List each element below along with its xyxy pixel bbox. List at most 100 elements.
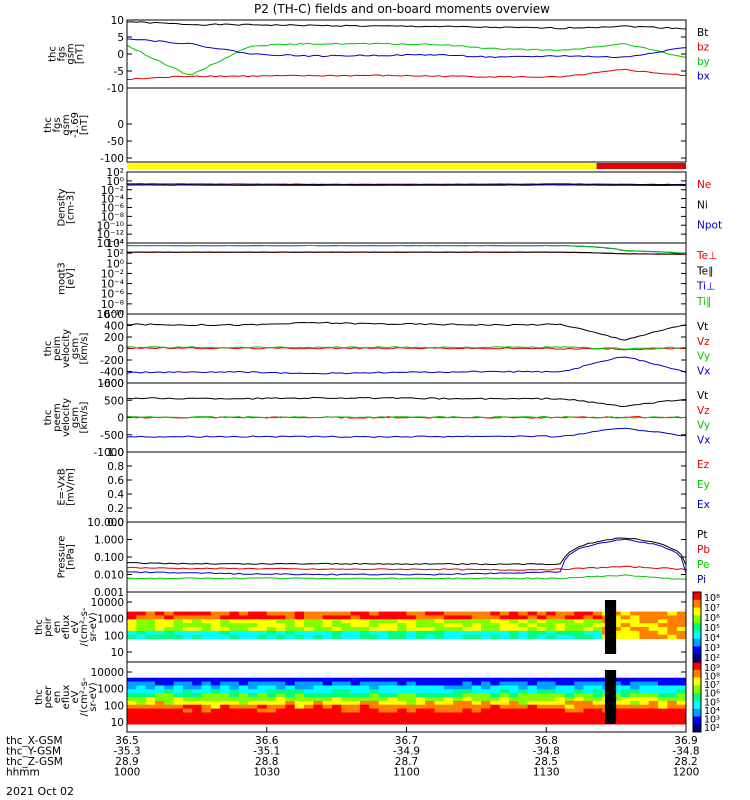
y-tick-label: -600 — [100, 378, 124, 390]
heatmap-cell — [322, 619, 333, 624]
heatmap-cell — [266, 634, 277, 640]
y-tick-label: 10⁻² — [101, 185, 124, 197]
heatmap-cell — [350, 689, 361, 694]
heatmap-cell — [210, 704, 221, 710]
heatmap-cell — [294, 623, 305, 628]
heatmap-cell — [238, 720, 249, 725]
heatmap-cell — [620, 623, 631, 628]
heatmap-cell — [518, 611, 529, 616]
heatmap-cell — [331, 681, 342, 686]
legend-Te⊥: Te⊥ — [696, 250, 717, 262]
heatmap-cell — [583, 716, 594, 721]
heatmap-cell — [313, 700, 324, 706]
heatmap-cell — [648, 623, 659, 628]
heatmap-cell — [173, 712, 184, 717]
heatmap-cell — [508, 611, 519, 616]
heatmap-cell — [592, 704, 603, 710]
heatmap-cell — [499, 689, 510, 694]
heatmap-cell — [369, 697, 380, 702]
heatmap-cell — [583, 627, 594, 632]
heatmap-cell — [322, 627, 333, 632]
heatmap-cell — [434, 693, 445, 698]
heatmap-cell — [397, 708, 407, 713]
heatmap-cell — [453, 685, 463, 690]
panel-pressure: 10.000 1.000 0.100 0.010 0.001 Pressure[nPa] P… — [57, 517, 711, 599]
heatmap-cell — [658, 697, 668, 702]
heatmap-cell — [210, 611, 221, 616]
heatmap-cell — [229, 689, 240, 694]
heatmap-cell — [397, 716, 407, 721]
heatmap-cell — [527, 619, 538, 624]
heatmap-cell — [415, 700, 426, 706]
heatmap-cell — [210, 634, 221, 640]
heatmap-cell — [285, 720, 296, 725]
heatmap-cell — [555, 704, 566, 710]
heatmap-cell — [331, 700, 342, 706]
y-tick-label: 10⁻¹² — [97, 229, 124, 241]
heatmap-cell — [164, 681, 175, 686]
orbit-labels: thc_X-GSM 36.5 36.6 36.7 36.8 36.9 thc_Y-GSM -3… — [6, 735, 700, 779]
heatmap-cell — [257, 623, 268, 628]
heatmap-cell — [173, 685, 184, 690]
heatmap-cell — [527, 623, 538, 628]
heatmap-cell — [145, 611, 156, 616]
heatmap-cell — [127, 708, 137, 713]
heatmap-cell — [154, 677, 165, 683]
orbit-row-label: thc_Z-GSM — [6, 756, 63, 768]
heatmap-cell — [555, 611, 566, 616]
heatmap-cell — [294, 708, 305, 713]
heatmap-cell — [425, 677, 435, 683]
heatmap-cell — [201, 615, 212, 620]
heatmap-cell — [667, 623, 678, 628]
heatmap-cell — [518, 627, 529, 632]
heatmap-cell — [667, 681, 678, 686]
heatmap-cell — [341, 697, 352, 702]
heatmap-cell — [341, 623, 352, 628]
heatmap-cell — [313, 630, 324, 636]
heatmap-cell — [546, 630, 557, 636]
heatmap-cell — [173, 611, 184, 616]
colorbar-tick: 10³ — [704, 643, 720, 654]
series-line-Ti∥ — [127, 244, 687, 254]
legend-Vz: Vz — [697, 336, 710, 348]
heatmap-cell — [164, 630, 175, 636]
heatmap-cell — [397, 685, 407, 690]
panel-frame — [126, 171, 687, 244]
heatmap-cell — [555, 627, 566, 632]
heatmap-cell — [592, 685, 603, 690]
heatmap-cell — [415, 689, 426, 694]
panel-peem: 1000 500 0 -500 -1000thcpeemvelocitygsm[km/s… — [43, 378, 710, 459]
heatmap-cell — [471, 611, 482, 616]
heatmap-cell — [518, 615, 529, 620]
heatmap-cell — [304, 681, 314, 686]
heatmap-cell — [294, 689, 305, 694]
heatmap-cell — [350, 623, 361, 628]
heatmap-cell — [425, 619, 435, 624]
status-bar-yellow — [127, 163, 597, 169]
heatmap-cell — [508, 623, 519, 628]
series-line-Vx — [126, 427, 687, 439]
heatmap-cell — [648, 630, 659, 636]
heatmap-cell — [443, 681, 454, 686]
y-tick-label: 1.000 — [94, 535, 124, 547]
heatmap-cell — [136, 619, 147, 624]
heatmap-cell — [462, 712, 473, 717]
heatmap-cell — [630, 685, 640, 690]
heatmap-cell — [546, 720, 557, 725]
heatmap-cell — [499, 615, 510, 620]
heatmap-cell — [471, 619, 482, 624]
heatmap-cell — [387, 619, 398, 624]
heatmap-cell — [518, 630, 529, 636]
heatmap-cell — [481, 708, 491, 713]
heatmap-cell — [359, 708, 370, 713]
heatmap-cell — [490, 677, 501, 683]
heatmap-cell — [648, 708, 659, 713]
heatmap-cell — [359, 677, 370, 683]
heatmap-cell — [210, 615, 221, 620]
heatmap-cell — [471, 700, 482, 706]
heatmap-cell — [527, 708, 538, 713]
heatmap-cell — [611, 689, 622, 694]
heatmap-cell — [639, 716, 650, 721]
heatmap-cell — [164, 634, 175, 640]
heatmap-cell — [322, 697, 333, 702]
